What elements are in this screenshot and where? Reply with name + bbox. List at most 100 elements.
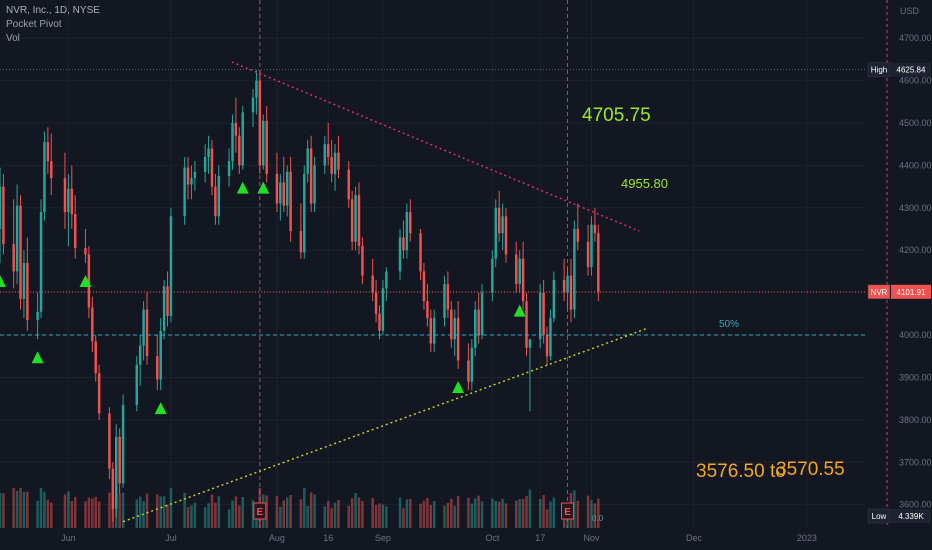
- volume-bar: [162, 496, 166, 528]
- vertical-marker-lines: [259, 0, 569, 528]
- time-tick-label: 17: [535, 533, 545, 543]
- candle-body: [299, 231, 303, 253]
- volume-bar: [429, 505, 433, 528]
- volume-bar: [73, 497, 77, 528]
- candle-body: [354, 195, 357, 242]
- volume-bar: [402, 508, 405, 528]
- candle-body: [289, 171, 292, 232]
- last-price-value-box: [891, 284, 931, 299]
- low-value: 4.339K: [898, 512, 924, 521]
- price-tick-label: 3900.00: [899, 372, 932, 382]
- candle-body: [285, 171, 289, 206]
- volume-bar: [525, 496, 528, 528]
- pocket-pivot-triangle: [236, 181, 249, 194]
- volume-bar: [2, 493, 5, 528]
- candle-body: [576, 229, 580, 242]
- candle-body: [525, 301, 528, 348]
- candle-body: [0, 186, 2, 230]
- volume-label[interactable]: Vol: [6, 33, 20, 44]
- candle-body: [231, 122, 234, 162]
- candle-body: [156, 356, 159, 380]
- volume-bar: [501, 498, 504, 528]
- candle-body: [169, 216, 173, 316]
- volume-bar: [497, 501, 501, 528]
- candle-body: [381, 288, 385, 331]
- volume-bar: [217, 496, 221, 528]
- candle-body: [361, 245, 364, 276]
- candle-body: [207, 148, 210, 157]
- pocket-pivot-triangle: [0, 274, 6, 287]
- volume-bar: [518, 499, 521, 528]
- volume-bar: [450, 498, 453, 528]
- volume-bar: [279, 506, 282, 528]
- candle-body: [569, 275, 573, 310]
- candle-body: [378, 313, 381, 331]
- volume-bar: [87, 497, 91, 528]
- candle-body: [70, 188, 74, 215]
- candle-body: [73, 214, 77, 249]
- candle-body: [19, 205, 22, 299]
- candle-body: [426, 301, 429, 319]
- symbol-title[interactable]: NVR, Inc., 1D, NYSE: [6, 5, 100, 16]
- candle-body: [91, 307, 94, 342]
- volume-bar: [576, 500, 580, 528]
- low-tag: [867, 508, 891, 524]
- time-axis[interactable]: Jun Jul Aug 16 Sep Oct 17 Nov Dec 2023: [0, 528, 932, 550]
- candle-body: [145, 309, 149, 357]
- volume-bar: [381, 504, 385, 528]
- volume-bar: [350, 498, 354, 528]
- candle-body: [330, 156, 333, 174]
- volume-bar: [15, 490, 19, 528]
- earnings-marker: [561, 502, 575, 520]
- candle-body: [398, 237, 402, 272]
- volume-bar: [426, 498, 429, 528]
- volume-bar: [374, 505, 378, 528]
- volume-bar: [299, 499, 303, 528]
- candle-body: [402, 237, 405, 251]
- volume-bar: [573, 490, 576, 528]
- candle-body: [238, 135, 241, 166]
- candle-body: [323, 144, 327, 166]
- volume-bar: [491, 498, 494, 528]
- volume-bar: [67, 491, 70, 528]
- candle-body: [108, 413, 111, 469]
- candle-body: [265, 120, 268, 174]
- candle-body: [2, 186, 5, 244]
- volume-bar: [70, 501, 74, 528]
- candle-body: [477, 309, 480, 336]
- candle-body: [371, 275, 374, 293]
- volume-bar: [453, 505, 456, 528]
- candle-body: [528, 339, 532, 348]
- volume-bar: [593, 503, 597, 528]
- candle-body: [497, 207, 501, 234]
- candle-body: [313, 165, 316, 204]
- volume-bar: [549, 501, 552, 528]
- time-tick-label: 2023: [797, 533, 817, 543]
- candle-body: [193, 171, 197, 179]
- target-annotation-4705: 4705.75: [582, 105, 651, 126]
- candle-body: [217, 176, 221, 217]
- candle-body: [453, 318, 456, 340]
- candle-body: [39, 212, 43, 312]
- candle-body: [262, 120, 265, 166]
- volume-bar: [43, 491, 46, 528]
- volume-bar: [409, 499, 412, 528]
- candle-body: [501, 216, 504, 234]
- high-value-box: [891, 62, 931, 77]
- candle-body: [333, 152, 337, 174]
- candle-body: [214, 186, 217, 217]
- candle-body: [409, 212, 412, 234]
- target-annotation-3570: 3570.55: [776, 459, 845, 480]
- time-tick-label: Oct: [485, 533, 500, 543]
- indicator-label[interactable]: Pocket Pivot: [6, 19, 62, 30]
- candle-body: [63, 178, 67, 213]
- candle-body: [275, 173, 279, 204]
- time-tick-label: 16: [323, 533, 333, 543]
- time-tick-label: Jun: [61, 533, 76, 543]
- volume-bar: [145, 493, 149, 528]
- price-axis[interactable]: USD 3600.00 3700.00 3800.00 3900.00 4000.00 41…: [865, 0, 932, 550]
- volume-bar: [323, 506, 327, 528]
- volume-bar: [504, 503, 508, 528]
